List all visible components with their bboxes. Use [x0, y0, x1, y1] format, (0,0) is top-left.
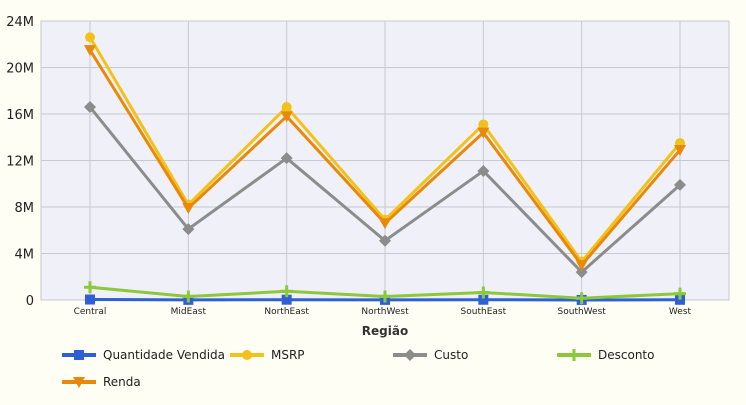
data-point	[85, 294, 95, 305]
x-tick-label: NorthEast	[264, 307, 309, 317]
legend-item: Quantidade Vendida	[62, 348, 225, 362]
x-tick-label: SouthWest	[558, 307, 607, 317]
data-point	[675, 294, 685, 305]
data-point	[674, 145, 686, 157]
legend-marker	[568, 349, 580, 361]
data-point	[379, 234, 391, 247]
data-point	[674, 178, 686, 191]
data-point	[674, 287, 686, 300]
legend-marker	[404, 349, 416, 361]
data-point	[85, 32, 95, 43]
series-group	[84, 32, 686, 305]
x-tick-label: SouthEast	[461, 307, 507, 317]
legend: Quantidade Vendida MSRP Custo Desconto Renda	[62, 348, 654, 389]
data-point	[281, 294, 292, 305]
data-point	[281, 102, 292, 113]
x-tick-label: Central	[74, 307, 107, 317]
legend-label: Custo	[434, 348, 468, 362]
legend-item: MSRP	[230, 348, 305, 362]
data-point	[280, 285, 293, 298]
data-point	[182, 223, 195, 236]
data-point	[84, 281, 96, 294]
x-axis-title: Região	[362, 324, 408, 338]
y-tick-label: 4M	[15, 248, 35, 263]
y-tick-label: 16M	[6, 108, 34, 123]
data-point	[477, 286, 490, 299]
data-point	[182, 203, 195, 215]
x-tick-label: West	[669, 307, 692, 317]
data-point	[379, 218, 391, 230]
series-desconto	[84, 281, 686, 305]
legend-item: Custo	[393, 348, 468, 362]
legend-marker	[73, 377, 85, 388]
y-tick-label: 8M	[15, 201, 35, 216]
y-axis-ticks: 0 4M 8M 12M 16M 20M 24M	[6, 15, 34, 309]
legend-label: Quantidade Vendida	[103, 348, 225, 362]
data-point	[84, 45, 96, 57]
series-custo	[84, 101, 686, 279]
data-point	[84, 101, 96, 114]
data-point	[477, 164, 490, 177]
data-point	[477, 127, 490, 139]
legend-item: Desconto	[557, 348, 654, 362]
y-tick-label: 0	[26, 294, 34, 309]
x-axis-ticks: Central MidEast NorthEast NorthWest SouthEas…	[74, 307, 692, 317]
data-point	[575, 292, 588, 305]
data-point	[182, 290, 195, 303]
y-tick-label: 24M	[6, 15, 34, 30]
y-tick-label: 12M	[6, 155, 34, 170]
legend-marker	[74, 350, 84, 360]
data-point	[280, 152, 293, 165]
x-tick-label: MidEast	[171, 307, 207, 317]
legend-label: MSRP	[271, 348, 305, 362]
data-point	[575, 260, 588, 272]
legend-label: Renda	[103, 375, 141, 389]
legend-item: Renda	[62, 375, 141, 389]
data-point	[379, 290, 391, 303]
data-point	[478, 294, 489, 305]
data-point	[280, 111, 293, 123]
data-point	[575, 266, 588, 279]
y-tick-label: 20M	[6, 62, 34, 77]
series-renda	[84, 45, 686, 272]
legend-label: Desconto	[598, 348, 654, 362]
data-point	[478, 119, 489, 130]
x-tick-label: NorthWest	[361, 307, 409, 317]
legend-marker	[242, 350, 252, 360]
